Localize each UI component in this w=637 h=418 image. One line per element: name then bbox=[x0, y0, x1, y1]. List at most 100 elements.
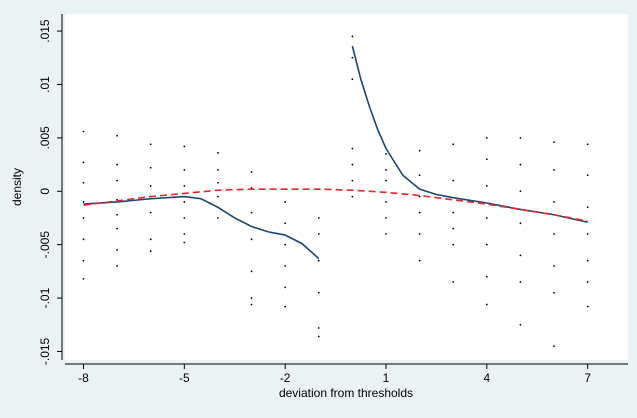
scatter-point bbox=[586, 233, 589, 235]
x-tick-label: 7 bbox=[584, 371, 591, 385]
scatter-point bbox=[519, 222, 522, 225]
scatter-point bbox=[519, 190, 522, 193]
scatter-point bbox=[217, 217, 219, 219]
x-tick-label: 4 bbox=[483, 371, 490, 385]
scatter-point bbox=[485, 136, 488, 139]
scatter-point bbox=[418, 233, 421, 235]
scatter-point bbox=[385, 201, 387, 203]
y-tick-label: .015 bbox=[38, 19, 52, 43]
scatter-point bbox=[385, 179, 387, 182]
scatter-point bbox=[250, 211, 253, 214]
scatter-point bbox=[116, 163, 118, 166]
scatter-point bbox=[452, 243, 455, 246]
x-tick-label: -2 bbox=[280, 371, 291, 385]
scatter-point bbox=[351, 179, 354, 182]
scatter-point bbox=[519, 254, 522, 257]
scatter-point bbox=[250, 303, 253, 306]
scatter-point bbox=[82, 277, 85, 280]
y-tick-label: .01 bbox=[38, 76, 52, 93]
scatter-point bbox=[82, 259, 85, 262]
scatter-point bbox=[317, 217, 320, 219]
scatter-point bbox=[553, 291, 555, 294]
scatter-point bbox=[149, 166, 152, 169]
scatter-point bbox=[149, 211, 152, 214]
scatter-point bbox=[149, 238, 152, 241]
y-tick-label: 0 bbox=[38, 188, 52, 195]
scatter-point bbox=[116, 227, 118, 230]
scatter-point bbox=[149, 143, 152, 146]
scatter-point bbox=[485, 303, 488, 306]
scatter-point bbox=[317, 327, 320, 329]
scatter-point bbox=[183, 241, 186, 244]
scatter-point bbox=[418, 211, 421, 214]
scatter-point bbox=[317, 291, 320, 294]
scatter-point bbox=[116, 213, 118, 216]
x-tick-label: 1 bbox=[383, 371, 390, 385]
scatter-point bbox=[418, 174, 421, 177]
scatter-point bbox=[183, 217, 186, 219]
scatter-point bbox=[452, 281, 455, 283]
scatter-point bbox=[82, 201, 85, 203]
scatter-point bbox=[586, 281, 589, 283]
scatter-point bbox=[351, 195, 354, 198]
scatter-point bbox=[82, 217, 85, 219]
scatter-point bbox=[217, 169, 219, 171]
scatter-point bbox=[452, 211, 455, 214]
plot-area bbox=[65, 14, 628, 360]
scatter-point bbox=[452, 179, 455, 182]
scatter-point bbox=[149, 185, 152, 187]
scatter-point bbox=[452, 143, 455, 146]
scatter-point bbox=[452, 227, 455, 230]
scatter-point bbox=[351, 56, 354, 59]
scatter-point bbox=[250, 270, 253, 273]
scatter-point bbox=[553, 233, 555, 235]
scatter-point bbox=[586, 174, 589, 177]
scatter-point bbox=[183, 201, 186, 203]
scatter-point bbox=[385, 152, 387, 155]
y-tick-label: .005 bbox=[38, 126, 52, 150]
scatter-point bbox=[116, 134, 118, 137]
scatter-point bbox=[553, 201, 555, 203]
scatter-point bbox=[351, 147, 354, 150]
scatter-point bbox=[317, 259, 320, 262]
scatter-point bbox=[284, 286, 287, 289]
scatter-point bbox=[250, 297, 253, 299]
scatter-point bbox=[284, 265, 287, 267]
scatter-point bbox=[586, 206, 589, 209]
scatter-point bbox=[485, 158, 488, 161]
scatter-point bbox=[82, 238, 85, 241]
scatter-point bbox=[519, 136, 522, 139]
y-axis-title: density bbox=[10, 168, 24, 206]
scatter-point bbox=[317, 335, 320, 338]
scatter-point bbox=[418, 259, 421, 262]
y-tick-label: -.01 bbox=[38, 287, 52, 308]
scatter-point bbox=[553, 141, 555, 144]
scatter-point bbox=[82, 181, 85, 184]
scatter-point bbox=[385, 169, 387, 171]
scatter-point bbox=[553, 169, 555, 171]
scatter-point bbox=[485, 185, 488, 187]
scatter-point bbox=[586, 259, 589, 262]
scatter-point bbox=[183, 145, 186, 148]
scatter-point bbox=[217, 151, 219, 154]
scatter-point bbox=[351, 163, 354, 166]
scatter-point bbox=[553, 345, 555, 348]
scatter-point bbox=[418, 149, 421, 152]
scatter-point bbox=[183, 185, 186, 187]
scatter-point bbox=[485, 243, 488, 246]
scatter-point bbox=[586, 305, 589, 308]
scatter-point bbox=[116, 265, 118, 267]
scatter-point bbox=[519, 281, 522, 283]
scatter-point bbox=[586, 143, 589, 146]
scatter-point bbox=[116, 249, 118, 251]
scatter-point bbox=[149, 250, 152, 252]
y-tick-label: -.015 bbox=[38, 337, 52, 365]
scatter-point bbox=[385, 233, 387, 235]
scatter-point bbox=[284, 222, 287, 225]
scatter-point bbox=[183, 233, 186, 235]
scatter-point bbox=[82, 130, 85, 133]
scatter-point bbox=[485, 275, 488, 278]
scatter-point bbox=[250, 238, 253, 241]
scatter-point bbox=[385, 217, 387, 219]
